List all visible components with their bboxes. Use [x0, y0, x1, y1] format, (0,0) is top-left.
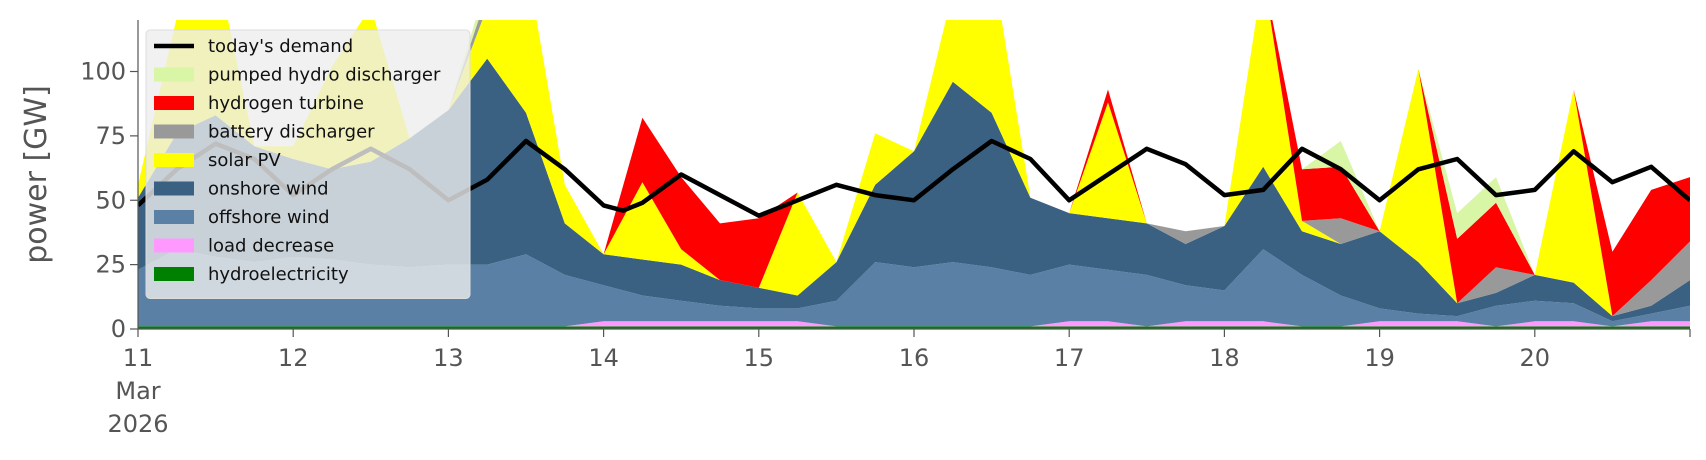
area-offshore-wind [138, 249, 1690, 327]
y-tick-label: 100 [80, 58, 126, 86]
y-tick-label: 50 [95, 186, 126, 214]
legend-label-onshore-wind: onshore wind [208, 179, 329, 200]
legend-box [145, 29, 471, 299]
x-tick-label: 2026 [107, 410, 168, 438]
x-tick-label: Mar [115, 377, 160, 405]
x-tick-label: 12 [278, 344, 309, 372]
y-axis-label: power [GW] [19, 85, 54, 264]
legend-label-today-s-demand: today's demand [208, 36, 353, 57]
legend-swatch-hydrogen-turbine [154, 96, 194, 110]
axes: 0 25 50 75 100 11 Mar 2026 12 13 14 15 16 17 18 19 20 pow… [19, 20, 1691, 438]
legend-label-offshore-wind: offshore wind [208, 207, 330, 228]
x-tick-label: 15 [744, 344, 775, 372]
x-tick-label: 11 [123, 344, 154, 372]
y-tick-label: 75 [95, 122, 126, 150]
legend-swatch-solar-pv [154, 153, 194, 167]
y-tick-label: 25 [95, 251, 126, 279]
legend-label-pumped-hydro-discharger: pumped hydro discharger [208, 65, 441, 86]
area-onshore-wind [138, 58, 1690, 322]
legend-swatch-battery-discharger [154, 124, 194, 139]
area-hydroelectricity [138, 326, 1690, 329]
legend-swatch-onshore-wind [154, 181, 194, 196]
legend-swatch-load-decrease [154, 238, 194, 253]
x-tick-label: 19 [1364, 344, 1395, 372]
x-tick-label: 16 [899, 344, 930, 372]
x-tick-label: 13 [433, 344, 464, 372]
legend-label-solar-pv: solar PV [208, 150, 281, 171]
area-load-decrease [138, 321, 1690, 327]
legend: today's demand pumped hydro discharger hyd… [145, 29, 471, 299]
legend-label-hydroelectricity: hydroelectricity [208, 264, 349, 285]
x-tick-label: 18 [1209, 344, 1240, 372]
x-tick-label: 20 [1520, 344, 1551, 372]
legend-swatch-pumped-hydro-discharger [154, 67, 194, 82]
legend-swatch-hydroelectricity [154, 267, 194, 281]
legend-swatch-offshore-wind [154, 210, 194, 224]
y-tick-label: 0 [111, 315, 126, 343]
legend-label-hydrogen-turbine: hydrogen turbine [208, 93, 364, 114]
stacked-areas [138, 20, 1690, 329]
x-tick-label: 17 [1054, 344, 1085, 372]
area-solar-pv [138, 20, 1690, 317]
legend-label-load-decrease: load decrease [208, 236, 334, 257]
legend-label-battery-discharger: battery discharger [208, 122, 375, 143]
x-tick-label: 14 [588, 344, 619, 372]
